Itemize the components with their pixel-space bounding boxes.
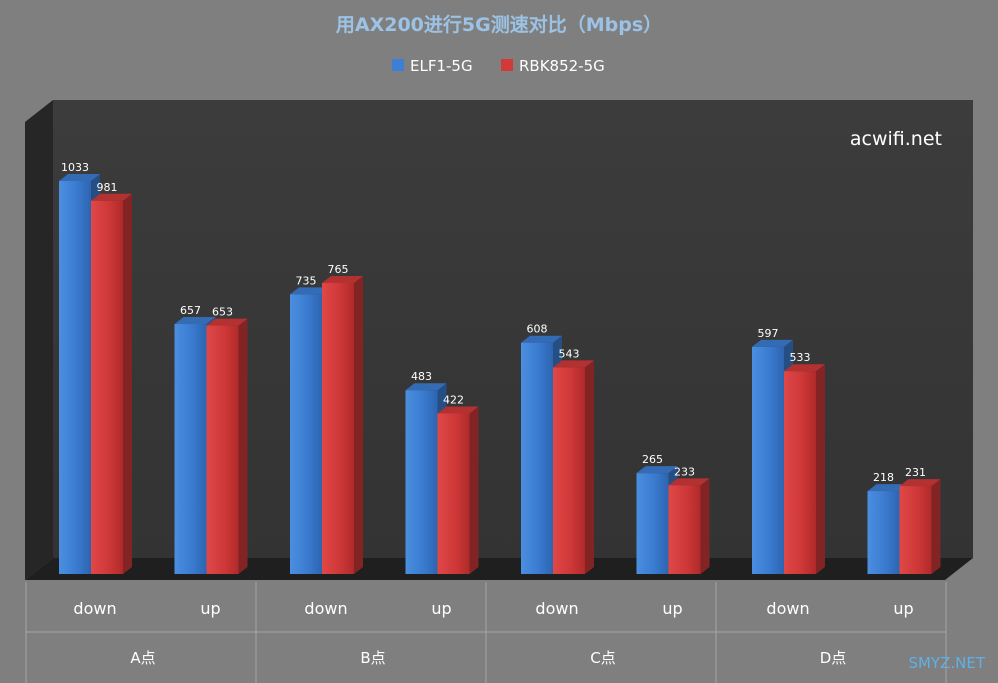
- bar-front: [59, 181, 91, 574]
- bar-side: [700, 478, 710, 574]
- bar-top: [59, 174, 100, 181]
- bar-front: [322, 282, 354, 574]
- bar-top: [174, 317, 216, 325]
- data-label-elf1-1: 657: [180, 304, 201, 317]
- bar-rbk852-2: [322, 275, 363, 574]
- data-label-rbk852-7: 231: [905, 466, 926, 479]
- bar-top: [899, 479, 941, 487]
- bar-side: [469, 406, 479, 574]
- bar-front: [636, 473, 669, 574]
- bar-rbk852-3: [437, 406, 479, 574]
- tick-label-4: down: [535, 599, 578, 618]
- bar-front: [899, 486, 932, 574]
- bar-top: [752, 339, 793, 347]
- data-label-elf1-3: 483: [411, 370, 432, 383]
- bar-top: [322, 275, 363, 283]
- bar-front: [784, 371, 816, 574]
- bar-top: [290, 287, 331, 295]
- bar-top: [521, 335, 562, 343]
- bar-front: [91, 200, 123, 575]
- bar-top: [784, 364, 825, 372]
- bar-side: [585, 360, 594, 574]
- bar-front: [553, 367, 585, 574]
- tick-label-5: up: [662, 599, 682, 618]
- tick-label-7: up: [893, 599, 913, 618]
- bar-top: [206, 318, 248, 326]
- bar-front: [752, 346, 784, 574]
- bar-front: [405, 390, 438, 574]
- data-label-elf1-4: 608: [527, 323, 548, 336]
- tick-label-0: down: [73, 599, 116, 618]
- data-label-elf1-6: 597: [758, 327, 779, 340]
- bar-side: [816, 364, 825, 574]
- group-label-3: D点: [820, 649, 847, 667]
- bar-front: [437, 413, 470, 574]
- bar-top: [437, 406, 479, 414]
- data-label-rbk852-2: 765: [328, 263, 349, 276]
- bar-top: [405, 383, 447, 391]
- bar-rbk852-6: [784, 364, 825, 574]
- bar-front: [521, 342, 553, 574]
- bar-top: [91, 193, 132, 201]
- data-label-elf1-2: 735: [296, 274, 317, 287]
- data-label-rbk852-3: 422: [443, 393, 464, 406]
- data-label-elf1-5: 265: [642, 453, 663, 466]
- bar-top: [867, 484, 909, 492]
- bar-side: [931, 479, 941, 574]
- data-label-rbk852-5: 233: [674, 465, 695, 478]
- bar-rbk852-0: [91, 193, 132, 575]
- corner-watermark: SMYZ.NET: [908, 654, 985, 672]
- tick-label-1: up: [200, 599, 220, 618]
- data-label-rbk852-1: 653: [212, 306, 233, 319]
- bars-layer: 1033 981 657 653 735 765 483 422 608 543 265 233 597…: [59, 161, 941, 575]
- bar-rbk852-1: [206, 318, 248, 574]
- bar-rbk852-5: [668, 478, 710, 574]
- bar-top: [668, 478, 710, 486]
- plot-left-wall: [25, 100, 53, 580]
- tick-label-6: down: [766, 599, 809, 618]
- legend-label-elf1: ELF1-5G: [410, 57, 473, 75]
- bar-front: [668, 485, 701, 574]
- data-label-rbk852-6: 533: [790, 351, 811, 364]
- group-label-1: B点: [360, 649, 385, 667]
- data-label-rbk852-4: 543: [559, 347, 580, 360]
- legend-swatch-rbk852: [501, 59, 513, 71]
- bar-top: [553, 360, 594, 368]
- bar-front: [290, 294, 322, 574]
- bar-top: [636, 466, 678, 474]
- tick-label-2: down: [304, 599, 347, 618]
- bar-side: [354, 275, 363, 574]
- bar-rbk852-7: [899, 479, 941, 574]
- watermark: acwifi.net: [850, 128, 942, 150]
- bar-front: [174, 324, 207, 574]
- group-label-0: A点: [130, 649, 155, 667]
- bar-rbk852-4: [553, 360, 594, 574]
- bar-front: [867, 491, 900, 574]
- bar-side: [238, 318, 248, 574]
- legend-label-rbk852: RBK852-5G: [519, 57, 605, 75]
- tick-label-3: up: [431, 599, 451, 618]
- legend-swatch-elf1: [392, 59, 404, 71]
- chart-title: 用AX200进行5G测速对比（Mbps）: [336, 13, 662, 36]
- legend: ELF1-5G RBK852-5G: [392, 57, 605, 75]
- bar-side: [123, 193, 132, 575]
- group-label-2: C点: [590, 649, 615, 667]
- category-axis: down up down up down up down up A点 B点 C点 D点: [25, 582, 947, 683]
- bar-front: [206, 325, 239, 574]
- data-label-elf1-0: 1033: [61, 161, 89, 174]
- data-label-elf1-7: 218: [873, 471, 894, 484]
- plot-floor: [25, 558, 973, 580]
- data-label-rbk852-0: 981: [97, 181, 118, 194]
